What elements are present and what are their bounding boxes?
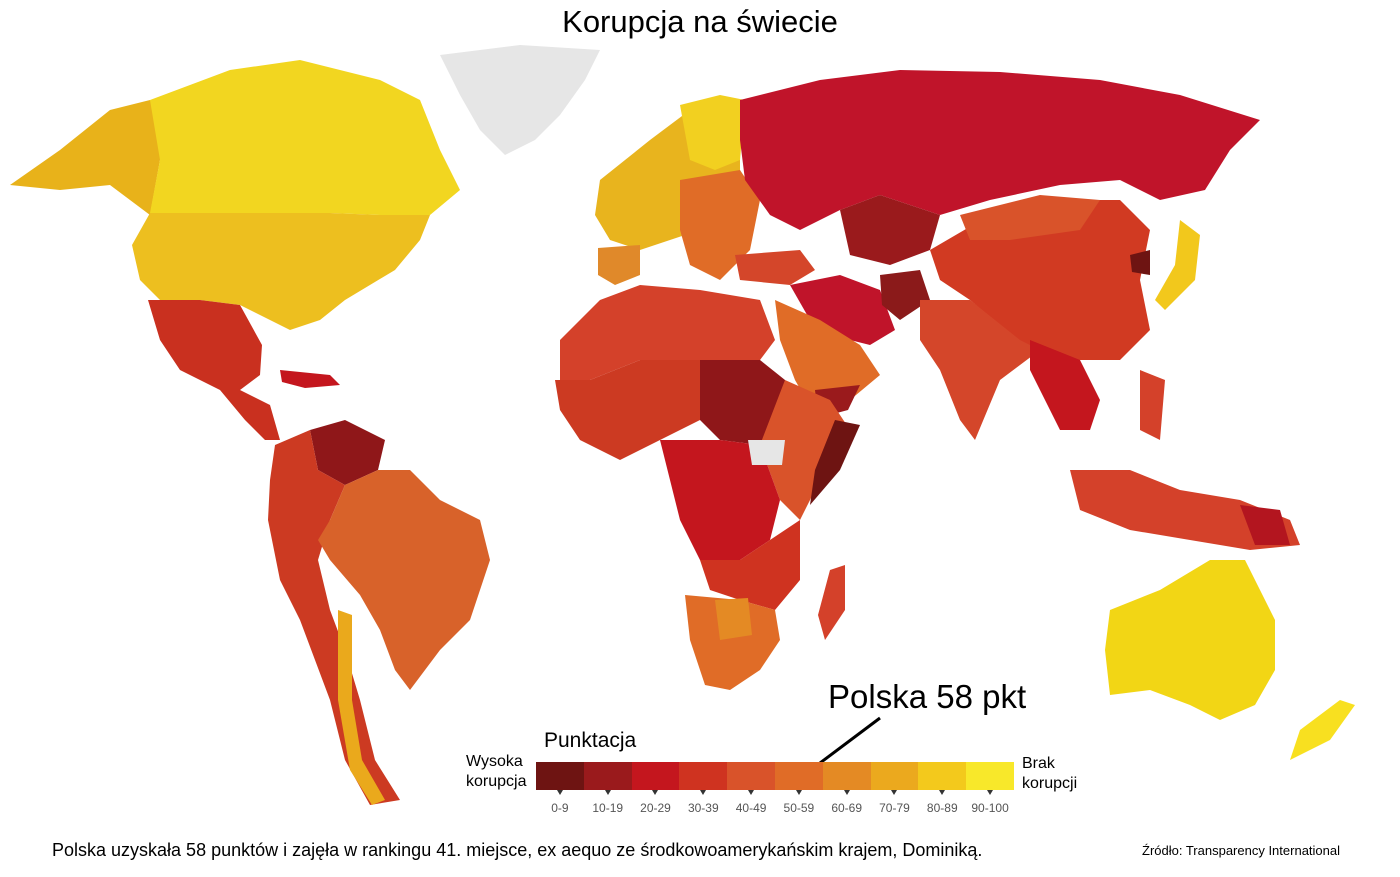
region-indonesia [1070,470,1300,550]
legend-no-corruption-label: Brak korupcji [1022,754,1077,794]
region-scandinavia [680,95,745,170]
legend-tick-0: 0-9 [536,790,584,820]
region-madagascar [818,565,845,640]
legend-tick-label: 60-69 [831,801,863,815]
region-central-africa [660,440,780,560]
legend-swatch-3 [679,762,728,790]
region-chile [338,610,385,805]
legend-left-line2: korupcja [466,773,527,790]
legend-tick-6: 60-69 [823,790,871,820]
region-south-sudan [748,440,785,465]
region-somalia [810,420,860,505]
region-central-europe [680,170,760,280]
legend-tick-1: 10-19 [584,790,632,820]
legend-swatch-9 [966,762,1014,790]
legend-tick-marker [939,790,946,795]
region-north-africa [560,285,775,380]
region-botswana [715,598,752,640]
legend-swatch-7 [870,762,919,790]
legend-tick-3: 30-39 [679,790,727,820]
legend-tick-4: 40-49 [727,790,775,820]
world-map [10,45,1355,805]
poland-callout: Polska 58 pkt [828,678,1027,715]
region-south-america-west [268,430,400,805]
legend-tick-2: 20-29 [632,790,680,820]
legend-tick-5: 50-59 [775,790,823,820]
region-australia [1105,560,1275,720]
legend-tick-marker [556,790,563,795]
legend-tick-label: 30-39 [687,801,719,815]
source-note: Źródło: Transparency International [1142,843,1340,858]
legend-tick-marker [891,790,898,795]
region-russia [740,70,1260,230]
region-southern-africa [685,595,780,690]
region-canada [150,60,460,215]
region-alaska [10,100,165,215]
legend-tick-label: 90-100 [971,801,1009,815]
region-north-korea [1130,250,1150,275]
legend-tick-marker [843,790,850,795]
legend-left-line1: Wysoka [466,753,523,770]
legend-swatch-0 [536,762,584,790]
region-turkey [735,250,815,285]
footer-caption: Polska uzyskała 58 punktów i zajęła w ra… [52,840,983,860]
region-new-zealand [1290,700,1355,760]
region-greenland [440,45,600,155]
region-brazil [318,470,490,690]
legend-tick-marker [604,790,611,795]
legend-swatch-4 [727,762,775,790]
region-usa [132,213,430,330]
legend-swatch-6 [822,762,871,790]
region-iran [790,275,895,345]
region-india [920,300,1040,440]
legend-tick-label: 70-79 [879,801,910,815]
region-venezuela [310,420,385,485]
legend-color-bar [536,762,1014,790]
region-philippines [1140,370,1165,440]
region-papua [1240,505,1290,545]
region-south-central-africa [700,520,800,610]
region-iberia [598,245,640,285]
region-afghanistan [880,270,930,320]
legend-right-line2: korupcji [1022,775,1078,792]
legend-tick-7: 70-79 [871,790,919,820]
region-caribbean [280,370,340,388]
legend-tick-label: 50-59 [783,801,815,815]
region-southeast-asia [1030,340,1100,430]
legend-tick-marker [748,790,755,795]
legend-tick-marker [987,790,994,795]
map-title: Korupcja na świecie [562,4,838,39]
region-mongolia [960,195,1100,240]
legend-tick-label: 40-49 [735,801,767,815]
legend-high-corruption-label: Wysoka korupcja [466,752,526,792]
legend-swatch-8 [918,762,967,790]
legend-ticks: 0-9 10-19 20-29 30-39 40-49 50-59 60-69 70-79 80… [536,790,1014,820]
legend-tick-marker [652,790,659,795]
legend-tick-marker [700,790,707,795]
legend-tick-8: 80-89 [918,790,966,820]
legend-tick-9: 90-100 [966,790,1014,820]
legend-swatch-2 [631,762,680,790]
legend-tick-label: 80-89 [926,801,958,815]
legend-swatch-1 [583,762,632,790]
legend-tick-label: 0-9 [551,801,569,815]
region-central-asia [840,195,940,265]
legend-tick-label: 20-29 [640,801,671,815]
legend-title: Punktacja [544,729,637,752]
region-east-africa [760,380,850,520]
legend-right-line1: Brak [1022,755,1055,772]
legend-swatch-5 [774,762,823,790]
legend-tick-marker [795,790,802,795]
region-mexico [148,300,280,440]
region-japan [1155,220,1200,310]
legend-tick-label: 10-19 [592,801,624,815]
region-sudan-chad [700,360,785,445]
region-west-africa [555,360,700,460]
